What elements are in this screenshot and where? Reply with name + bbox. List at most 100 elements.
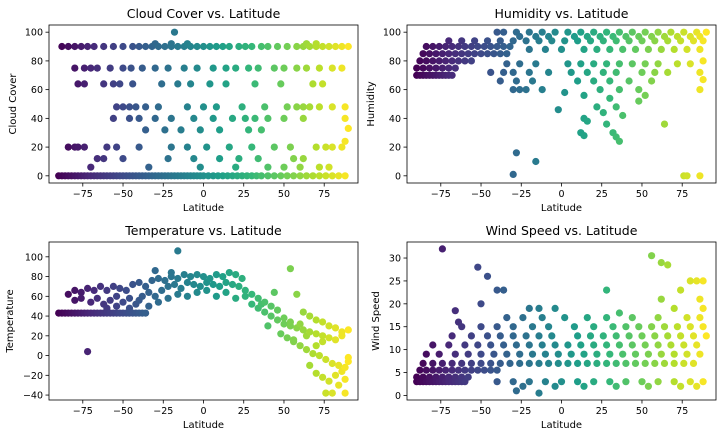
x-axis-ticks: −75 −50 −25 0 25 50 75: [73, 183, 330, 200]
scatter-point: [500, 286, 508, 294]
scatter-point: [422, 350, 430, 358]
y-tick-label: 5: [395, 368, 401, 379]
scatter-point: [606, 45, 614, 53]
scatter-point: [577, 60, 585, 68]
scatter-point: [100, 155, 108, 163]
scatter-point: [564, 28, 572, 36]
scatter-point: [551, 382, 559, 390]
scatter-point: [448, 332, 456, 340]
scatter-point: [151, 292, 159, 300]
scatter-point: [551, 341, 559, 349]
x-tick-label: 0: [200, 406, 206, 417]
scatter-point: [245, 126, 253, 134]
scatter-point: [432, 50, 440, 58]
scatter-point: [222, 278, 230, 287]
scatter-point: [603, 341, 611, 349]
scatter-point: [328, 64, 336, 72]
scatter-point: [590, 323, 598, 331]
scatter-points: [413, 245, 710, 397]
scatter-point: [651, 332, 659, 340]
scatter-point: [309, 350, 317, 358]
scatter-point: [267, 302, 275, 310]
scatter-point: [635, 97, 643, 105]
scatter-point: [180, 64, 188, 72]
scatter-point: [100, 42, 108, 51]
scatter-point: [702, 332, 710, 340]
y-tick-label: 80: [31, 56, 43, 67]
scatter-point: [212, 103, 220, 111]
scatter-point: [142, 282, 150, 290]
x-tick-label: 25: [596, 189, 608, 200]
scatter-point: [187, 42, 195, 51]
chart-title: Humidity vs. Latitude: [495, 6, 629, 21]
scatter-point: [106, 296, 114, 304]
scatter-point: [603, 314, 611, 322]
scatter-point: [154, 103, 162, 111]
scatter-point: [283, 103, 291, 111]
scatter-point: [564, 359, 572, 367]
scatter-point: [496, 37, 504, 45]
scatter-point: [686, 60, 694, 68]
scatter-point: [161, 42, 169, 51]
scatter-point: [196, 282, 204, 290]
scatter-point: [535, 389, 543, 397]
scatter-point: [512, 77, 520, 85]
scatter-point: [551, 28, 559, 36]
scatter-point: [319, 42, 327, 51]
scatter-point: [254, 294, 262, 302]
scatter-point: [641, 28, 649, 36]
scatter-point: [164, 155, 172, 163]
scatter-point: [535, 359, 543, 367]
y-tick-label: 20: [31, 143, 43, 154]
scatter-point: [273, 316, 282, 324]
scatter-point: [190, 280, 198, 289]
scatter-point: [296, 342, 304, 350]
scatter-point: [622, 359, 630, 367]
scatter-point: [241, 42, 249, 51]
scatter-point: [541, 378, 549, 386]
scatter-point: [235, 282, 243, 290]
x-tick-label: 50: [278, 406, 290, 417]
scatter-point: [425, 64, 434, 72]
scatter-point: [474, 341, 482, 349]
scatter-point: [506, 359, 514, 367]
scatter-point: [119, 298, 127, 306]
scatter-point: [225, 42, 233, 51]
scatter-point: [603, 359, 611, 367]
scatter-point: [599, 68, 607, 76]
scatter-point: [586, 332, 595, 340]
scatter-point: [429, 341, 437, 349]
scatter-point: [293, 64, 301, 72]
y-axis-ticks: 0 5 10 15 20 25 30: [389, 254, 407, 402]
scatter-point: [299, 155, 307, 163]
scatter-point: [302, 64, 311, 72]
scatter-point: [328, 389, 336, 397]
scatter-point: [699, 76, 707, 84]
scatter-point: [270, 64, 278, 72]
scatter-point: [500, 341, 508, 349]
scatter-point: [270, 288, 278, 296]
scatter-point: [331, 371, 340, 379]
scatter-point: [174, 274, 182, 283]
scatter-point: [480, 42, 488, 51]
scatter-point: [232, 271, 240, 279]
scatter-point: [622, 323, 630, 331]
scatter-point: [461, 366, 469, 374]
scatter-point: [232, 163, 240, 171]
scatter-point: [306, 103, 314, 111]
scatter-point: [306, 328, 314, 336]
scatter-point: [651, 37, 659, 45]
scatter-point: [496, 77, 504, 85]
scatter-point: [331, 336, 340, 344]
scatter-point: [222, 288, 230, 296]
scatter-point: [500, 68, 508, 76]
scatter-point: [561, 314, 569, 322]
scatter-point: [628, 314, 636, 322]
scatter-point: [280, 314, 288, 322]
scatter-point: [548, 332, 556, 340]
scatter-point: [670, 359, 678, 367]
scatter-point: [319, 318, 327, 326]
scatter-point: [328, 143, 336, 151]
scatter-point: [154, 274, 162, 283]
scatter-point: [145, 163, 153, 171]
